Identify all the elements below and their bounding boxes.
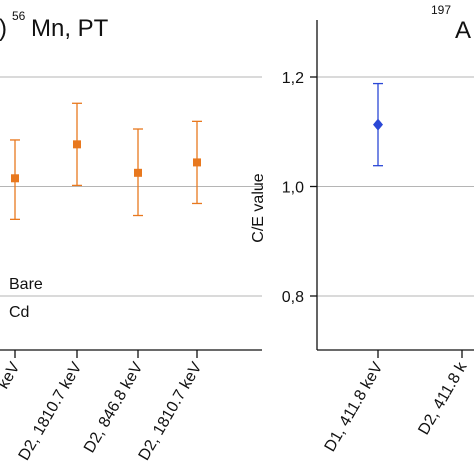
right-x-tick-label: D1, 411.8 keV	[322, 359, 387, 455]
left-data-point	[11, 174, 19, 183]
right-x-tick-label: D2, 411.8 k	[415, 359, 471, 438]
left-data-point	[73, 140, 81, 149]
left-x-tick-label: D2, 846.8 keV	[81, 359, 147, 456]
left-title-prefix: )	[0, 15, 7, 42]
left-x-tick-label: D2, 1810.7 keV	[136, 359, 206, 463]
left-title: Mn, PT	[31, 15, 109, 42]
right-y-tick-label: 1,0	[282, 180, 304, 197]
right-title-isotope: 197	[431, 3, 451, 17]
y-axis-label: C/E value	[250, 173, 267, 242]
left-x-tick-label: D2, 1810.7 keV	[16, 359, 86, 463]
right-y-tick-label: 1,2	[282, 70, 304, 87]
legend-label-cd: Cd	[9, 304, 29, 321]
panel-right: 197 A C/E value 0,8 1,0 1,2 D1, 411.8 keV D…	[250, 3, 474, 455]
right-data-point	[373, 118, 383, 131]
left-title-isotope: 56	[12, 9, 26, 23]
left-x-tick-label: keV	[0, 359, 24, 392]
legend-label-bare: Bare	[9, 276, 43, 293]
right-title: A	[455, 17, 471, 44]
left-data-point	[193, 158, 201, 167]
left-data-point	[134, 168, 142, 177]
right-y-tick-label: 0,8	[282, 289, 304, 306]
